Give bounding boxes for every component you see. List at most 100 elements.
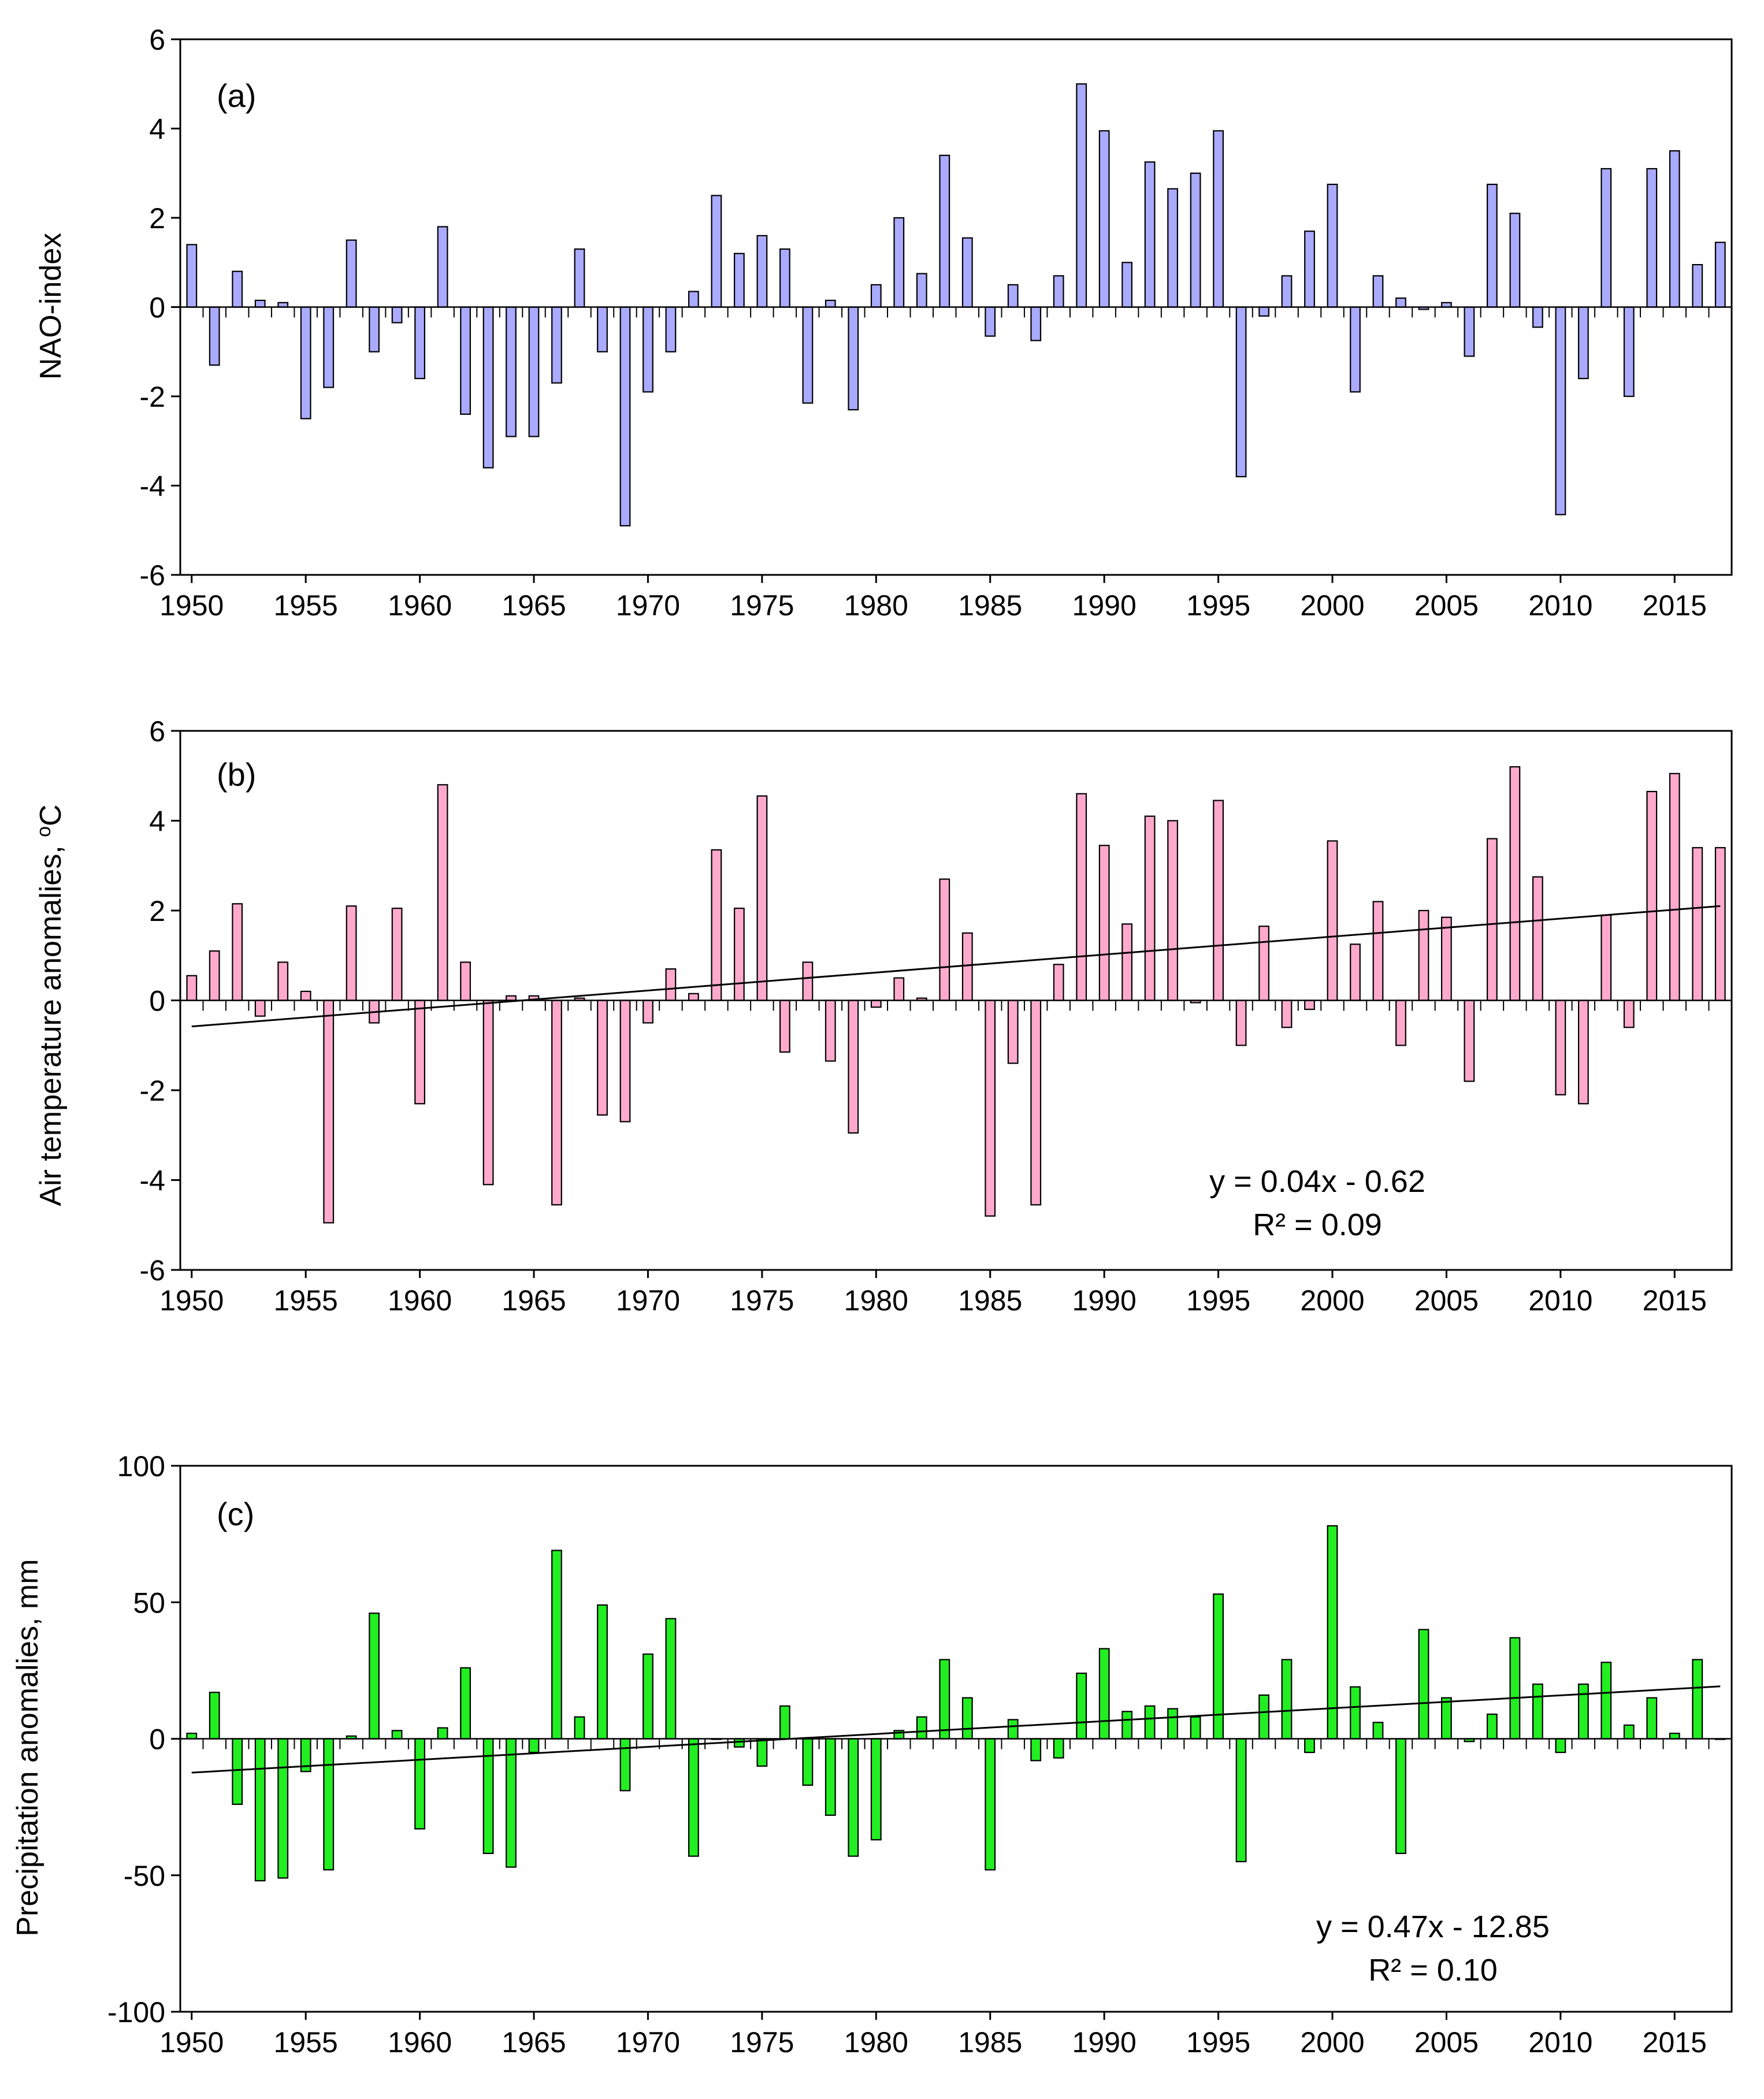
panel-a-bar-1953	[254, 299, 266, 308]
panel-b-x-tick-label: 1965	[502, 1284, 566, 1317]
panel-a-bar-1957	[346, 239, 357, 308]
panel-b-x-tick-label: 1990	[1072, 1284, 1137, 1317]
panel-a-bar-1952	[232, 270, 243, 308]
panel-c-trend-equation: y = 0.47x - 12.85	[1316, 1909, 1550, 1944]
panel-a-label: (a)	[217, 77, 256, 114]
panel-a-bar-1961	[437, 226, 448, 308]
panel-a-bar-1958	[369, 306, 380, 352]
panel-b-bar-2014	[1646, 790, 1658, 1001]
panel-a-bar-2011	[1578, 306, 1589, 380]
panel-b-bar-2004	[1418, 909, 1429, 1001]
panel-a-bar-1993	[1167, 188, 1179, 308]
panel-c-bar-2000	[1327, 1525, 1338, 1740]
panel-a-bar-1970	[643, 306, 653, 393]
panel-a-y-tick-label: 0	[149, 292, 165, 324]
panel-b-x-tick-label: 2005	[1414, 1284, 1479, 1317]
panel-c-x-tick-label: 1990	[1072, 2026, 1137, 2059]
panel-a-bar-1975	[756, 235, 768, 308]
panel-b-y-axis-title: Air temperature anomalies, oC	[33, 804, 68, 1206]
panel-a-bar-1971	[665, 306, 677, 352]
panel-a-bar-1983	[939, 154, 950, 308]
panel-b-bar-2013	[1623, 1000, 1635, 1028]
panel-a-bar-1960	[414, 306, 425, 380]
panel-b-bar-1976	[779, 1000, 790, 1053]
panel-b-bar-1969	[619, 1000, 631, 1123]
panel-c-y-axis-title: Precipitation anomalies, mm	[11, 1559, 44, 1936]
panel-c-bar-1966	[551, 1550, 562, 1740]
panel-a-bar-1966	[551, 306, 562, 384]
panel-b-y-axis-unit: C	[34, 804, 68, 826]
panel-b-bar-2007	[1487, 838, 1498, 1001]
panel-b-r-squared: R² = 0.09	[1253, 1208, 1382, 1242]
panel-c-bar-1993	[1167, 1708, 1179, 1740]
panel-b-bar-1959	[391, 907, 403, 1001]
panel-b-bar-1987	[1030, 1000, 1042, 1206]
panel-b-bar-2000	[1327, 840, 1338, 1001]
panel-a-bar-2012	[1600, 168, 1612, 308]
panel-c-axes: -100 -50 0 50 100 1950 1955 1960 1965 1970 1975 198…	[107, 1450, 1733, 2059]
panel-b-bar-1953	[254, 1000, 266, 1017]
panel-a-x-tick-label: 1990	[1072, 589, 1137, 622]
panel-c-x-tick-label: 1995	[1186, 2026, 1250, 2059]
panel-b-x-tick-label: 1955	[274, 1284, 338, 1317]
panel-a-bar-1980	[870, 284, 882, 308]
panel-c-x-tick-label: 1950	[159, 2026, 224, 2059]
panel-c-bar-2011	[1578, 1683, 1589, 1740]
panel-b-bar-1991	[1121, 923, 1133, 1001]
panel-b-bars	[186, 766, 1726, 1224]
panel-b-trend-layer	[191, 905, 1721, 1028]
panel-c-bar-2005	[1441, 1697, 1452, 1740]
panel-b-y-tick-label: 0	[149, 985, 165, 1017]
panel-a-bar-1967	[574, 248, 585, 308]
panel-b-bar-2006	[1464, 1000, 1475, 1082]
panel-c-bar-1997	[1258, 1694, 1270, 1740]
panel-a-bar-2007	[1487, 184, 1498, 308]
panel-b-y-axis-unit-superscript: o	[33, 826, 55, 837]
panel-c-y-tick-label: 0	[149, 1723, 165, 1756]
panel-b-x-tick-label: 1950	[159, 1284, 224, 1317]
panel-b-bar-1978	[825, 1000, 836, 1062]
panel-c-bar-2009	[1532, 1683, 1543, 1740]
panel-c-bar-1984	[961, 1697, 973, 1740]
panel-c-bar-1971	[665, 1618, 677, 1740]
panel-b-x-tick-label: 1985	[958, 1284, 1022, 1317]
panel-b-bar-1980	[870, 1000, 882, 1008]
panel-b-bar-1973	[711, 849, 722, 1001]
panel-a-bar-1969	[619, 306, 631, 527]
panel-a-bar-1997	[1258, 306, 1270, 317]
panel-a-bar-1950	[186, 244, 198, 308]
panel-b-bar-2017	[1714, 847, 1726, 1001]
panel-b-bar-2002	[1372, 901, 1384, 1001]
panel-b-bar-1960	[414, 1000, 425, 1105]
panel-b-bar-1977	[802, 961, 814, 1001]
panel-c-bar-1988	[1053, 1738, 1064, 1759]
panel-c-bar-1991	[1121, 1711, 1133, 1740]
panel-c-bar-1989	[1076, 1673, 1087, 1740]
panel-b-bar-1988	[1053, 964, 1064, 1001]
panel-a-bar-1988	[1053, 275, 1064, 308]
panel-a-x-tick-label: 1985	[958, 589, 1022, 622]
panel-a-bar-1990	[1098, 130, 1110, 308]
panel-a-y-tick-label: 2	[149, 202, 165, 235]
panel-a-bar-1982	[916, 273, 927, 308]
panel-c-bar-2008	[1509, 1637, 1521, 1740]
panel-c-bar-2004	[1418, 1629, 1429, 1740]
panel-c-x-tick-label: 1975	[730, 2026, 794, 2059]
panel-b-bar-1962	[460, 961, 471, 1001]
panel-b-axes: -6 -4 -2 0 2 4 6 1950 1955 1960 1965 1970 1975 1980 19…	[140, 715, 1733, 1317]
panel-a-bar-2013	[1623, 306, 1635, 397]
panel-c-bar-1968	[597, 1604, 608, 1740]
panel-c-bar-1982	[916, 1716, 927, 1740]
panel-a-bar-1981	[893, 217, 905, 308]
panel-c-bar-1958	[369, 1613, 380, 1740]
panel-b-trend-line	[191, 905, 1721, 1028]
panel-a-bar-1976	[779, 248, 790, 308]
panel-a-bar-1968	[597, 306, 608, 352]
panel-c-bar-1975	[756, 1738, 768, 1767]
panel-c-bar-1962	[460, 1667, 471, 1740]
panel-c-bar-2002	[1372, 1722, 1384, 1740]
panel-c-bar-1983	[939, 1659, 950, 1740]
panel-c-x-tick-label: 1965	[502, 2026, 566, 2059]
panel-a-bar-1984	[961, 237, 973, 308]
panel-b-bar-2015	[1669, 772, 1680, 1001]
